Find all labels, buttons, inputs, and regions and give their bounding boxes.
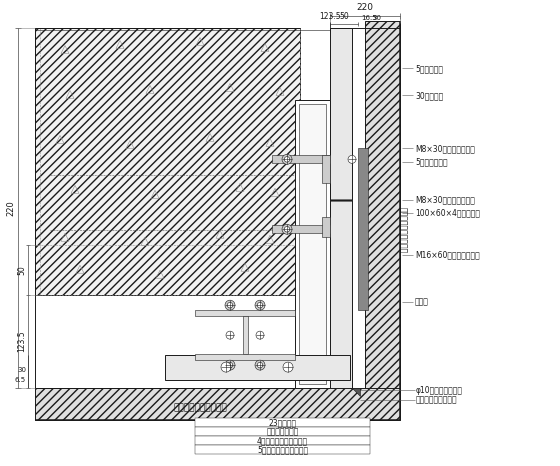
Text: 5号角钢横梁: 5号角钢横梁 — [415, 64, 443, 73]
Text: 石材幕墙横向分格尺寸: 石材幕墙横向分格尺寸 — [398, 207, 407, 254]
Text: 石材专用密封填缝胶: 石材专用密封填缝胶 — [416, 396, 458, 404]
Text: φ10聚乙烯发泡垫杆: φ10聚乙烯发泡垫杆 — [416, 385, 463, 395]
Text: 30: 30 — [372, 14, 381, 21]
Bar — [195, 418, 370, 427]
Circle shape — [284, 157, 290, 162]
Circle shape — [348, 155, 356, 164]
Bar — [330, 200, 352, 388]
Text: 123.5: 123.5 — [319, 12, 341, 21]
Text: 5厚铝合金专用石材挂件: 5厚铝合金专用石材挂件 — [257, 445, 308, 454]
Bar — [195, 427, 370, 436]
Bar — [322, 155, 330, 183]
Bar — [195, 310, 295, 316]
Text: 6.5: 6.5 — [15, 377, 26, 383]
Text: M8×30不锈钢对穿螺栓: M8×30不锈钢对穿螺栓 — [415, 144, 475, 153]
Circle shape — [257, 302, 263, 308]
Text: M8×30不锈钢对穿螺栓: M8×30不锈钢对穿螺栓 — [415, 196, 475, 205]
Text: 123.5: 123.5 — [17, 330, 26, 352]
Circle shape — [227, 302, 233, 308]
Bar — [195, 354, 295, 360]
Bar — [295, 100, 330, 388]
Circle shape — [255, 300, 265, 310]
Text: 220: 220 — [6, 200, 15, 216]
Circle shape — [282, 224, 292, 234]
Text: 4厚铝合金专用石材挂件: 4厚铝合金专用石材挂件 — [257, 436, 308, 445]
Text: 100×60×4镀锌钢方管: 100×60×4镀锌钢方管 — [415, 209, 480, 218]
Text: 50: 50 — [17, 265, 26, 275]
Bar — [272, 225, 330, 233]
Text: 50: 50 — [339, 12, 349, 21]
Polygon shape — [352, 388, 360, 396]
Bar — [165, 355, 350, 380]
Bar — [272, 155, 330, 164]
Bar — [35, 388, 400, 420]
Bar — [195, 436, 370, 445]
Circle shape — [227, 363, 233, 368]
Circle shape — [225, 300, 235, 310]
Text: 30: 30 — [17, 367, 26, 373]
Text: 23厚花岗石: 23厚花岗石 — [268, 418, 297, 427]
Bar — [322, 217, 330, 237]
Bar — [243, 316, 248, 354]
Bar — [330, 28, 352, 200]
Circle shape — [226, 331, 234, 339]
Circle shape — [225, 360, 235, 370]
Bar — [195, 445, 370, 454]
Circle shape — [283, 362, 293, 372]
Text: M16×60不锈钢对穿螺栓: M16×60不锈钢对穿螺栓 — [415, 251, 480, 260]
Circle shape — [284, 226, 290, 232]
Bar — [365, 21, 400, 420]
Bar — [299, 104, 326, 384]
Text: 16.5: 16.5 — [361, 14, 377, 21]
Bar — [358, 148, 368, 310]
Text: 预埋件: 预埋件 — [415, 298, 429, 307]
Circle shape — [282, 154, 292, 164]
Text: 聚四氟乙烯隔片: 聚四氟乙烯隔片 — [267, 427, 298, 436]
Text: 220: 220 — [357, 2, 374, 12]
Circle shape — [255, 360, 265, 370]
Circle shape — [221, 362, 231, 372]
Text: 5号角钢连接件: 5号角钢连接件 — [415, 158, 447, 167]
Circle shape — [256, 331, 264, 339]
Text: 30厚花岗石: 30厚花岗石 — [415, 91, 444, 100]
Text: 石材幕墙横向分格尺寸: 石材幕墙横向分格尺寸 — [173, 404, 227, 412]
Bar — [35, 28, 300, 295]
Circle shape — [257, 363, 263, 368]
